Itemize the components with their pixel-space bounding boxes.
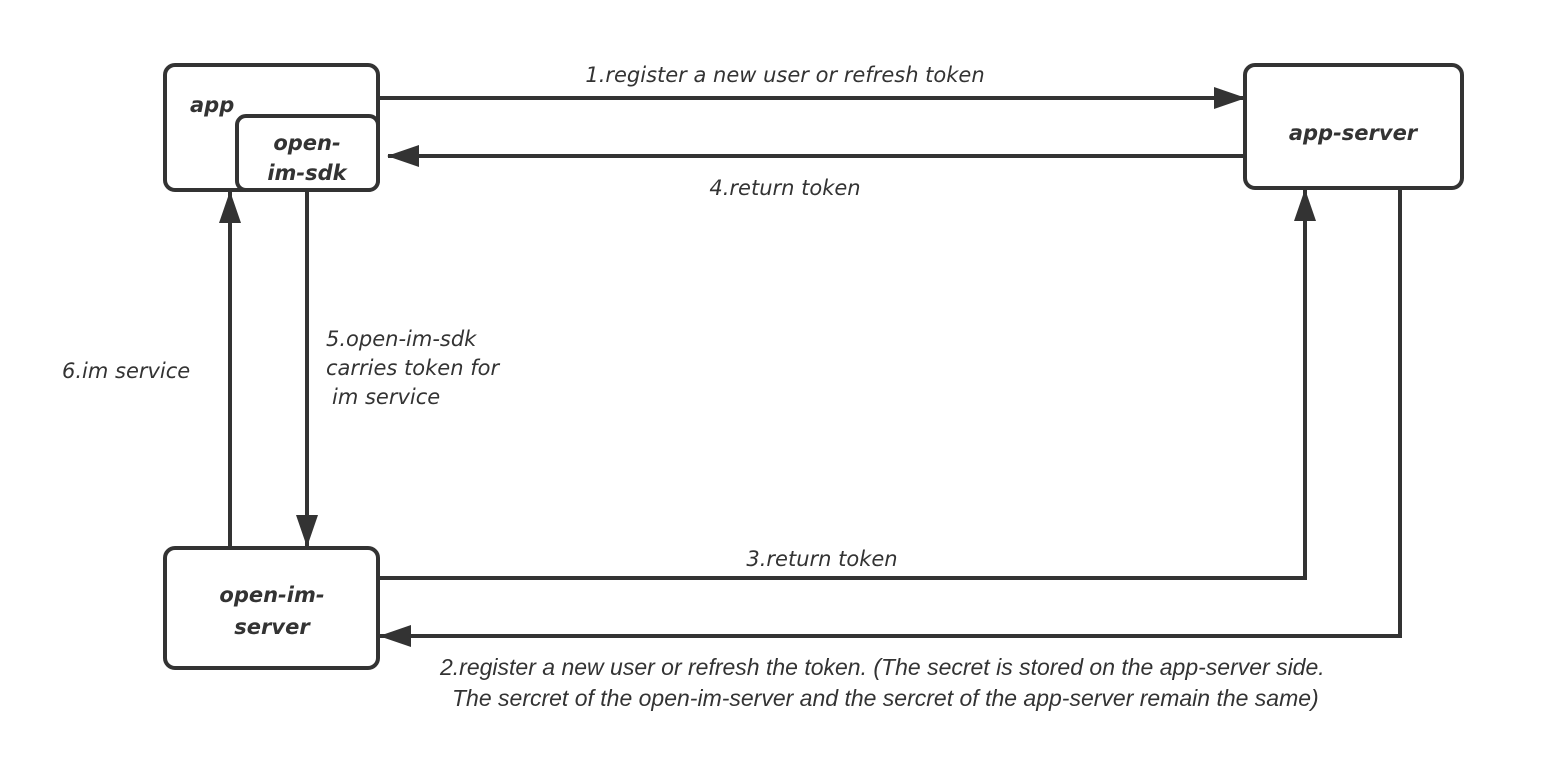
edge-5-label-2: carries token for [326, 356, 500, 380]
edge-2-label-2: The sercret of the open-im-server and th… [452, 685, 1319, 711]
node-open-im-server-label-1: open-im- [219, 583, 324, 607]
node-open-im-sdk-label-2: im-sdk [267, 161, 348, 185]
edge-2-arrow [379, 188, 1402, 647]
edge-3-arrow [378, 189, 1316, 580]
node-open-im-sdk-label-1: open- [273, 131, 340, 155]
edge-2-label-1: 2.register a new user or refresh the tok… [439, 654, 1325, 680]
node-app-label: app [190, 93, 234, 117]
node-open-im-sdk: open- im-sdk [235, 114, 380, 192]
edge-3-label: 3.return token [746, 547, 897, 571]
node-open-im-server: open-im- server [163, 546, 380, 670]
edge-4-label: 4.return token [709, 176, 860, 200]
edge-5-label-3: im service [332, 385, 440, 409]
node-app-server: app-server [1243, 63, 1464, 190]
edge-1-label: 1.register a new user or refresh token [585, 63, 984, 87]
node-app-server-label: app-server [1289, 121, 1419, 145]
node-open-im-server-label-2: server [234, 615, 311, 639]
edge-6-label: 6.im service [62, 359, 190, 383]
edge-5-label-1: 5.open-im-sdk [326, 327, 477, 351]
